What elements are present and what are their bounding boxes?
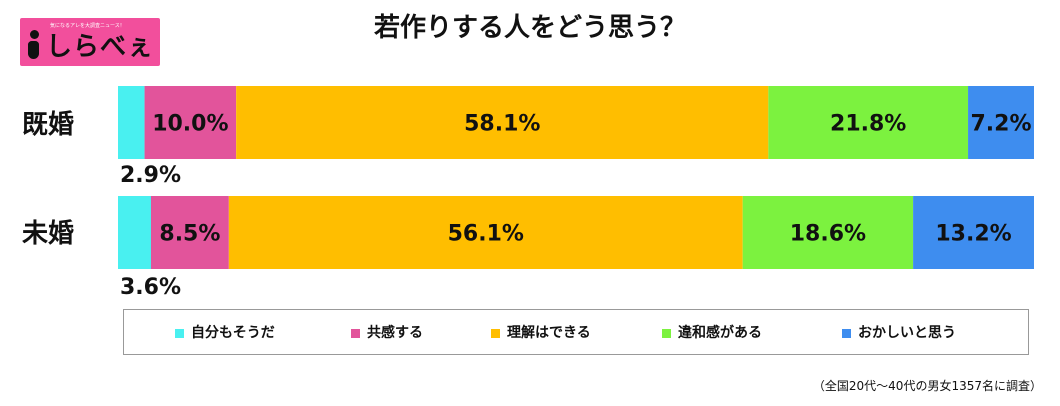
bar-segment [968, 86, 1034, 159]
legend-label: 自分もそうだ [191, 325, 275, 341]
legend-item-understand: 理解はできる [491, 324, 591, 342]
bar-segment [118, 196, 151, 269]
bar-segment [150, 196, 229, 269]
data-label: 13.2% [935, 222, 1011, 247]
bar-segment [144, 86, 237, 159]
bar-segment [768, 86, 969, 159]
legend-item-uncomfortable: 違和感がある [662, 324, 762, 342]
i-letter-mark-icon [28, 41, 39, 59]
bar-segment [913, 196, 1034, 269]
bar-segment [742, 196, 914, 269]
category-label-married: 既婚 [22, 110, 75, 140]
chart-title: 若作りする人をどう思う？ [373, 13, 686, 43]
data-label: 2.9% [120, 163, 181, 188]
data-label: 18.6% [790, 222, 866, 247]
chart-legend: 自分もそうだ 共感する 理解はできる 違和感がある おかしいと思う [123, 309, 1029, 355]
logo-wordmark: しらべぇ [46, 32, 155, 62]
logo-tagline: 気になるアレを大調査ニュース！ [50, 23, 125, 29]
legend-item-same: 自分もそうだ [175, 324, 275, 342]
category-label-unmarried: 未婚 [22, 219, 75, 249]
data-label: 58.1% [464, 112, 540, 137]
legend-item-strange: おかしいと思う [842, 324, 956, 342]
data-label: 3.6% [120, 275, 181, 300]
legend-swatch [662, 328, 671, 338]
legend-swatch [175, 328, 184, 338]
legend-label: 理解はできる [507, 325, 591, 341]
legend-label: 共感する [367, 325, 423, 341]
data-label: 7.2% [971, 112, 1032, 137]
survey-footnote: （全国20代～40代の男女1357名に調査） [812, 379, 1042, 393]
data-label: 8.5% [159, 222, 220, 247]
legend-swatch [351, 328, 360, 338]
legend-item-sympathize: 共感する [351, 324, 423, 342]
logo-i-dot [30, 30, 39, 39]
data-label: 56.1% [448, 222, 524, 247]
bar-segment [118, 86, 145, 159]
bar-segment [236, 86, 769, 159]
site-logo[interactable]: 気になるアレを大調査ニュース！ しらべぇ [20, 18, 160, 66]
legend-swatch [842, 328, 851, 338]
legend-label: おかしいと思う [858, 325, 956, 341]
bar-segment [228, 196, 743, 269]
data-label: 10.0% [152, 112, 228, 137]
legend-label: 違和感がある [678, 325, 762, 341]
data-label: 21.8% [830, 112, 906, 137]
legend-swatch [491, 328, 500, 338]
